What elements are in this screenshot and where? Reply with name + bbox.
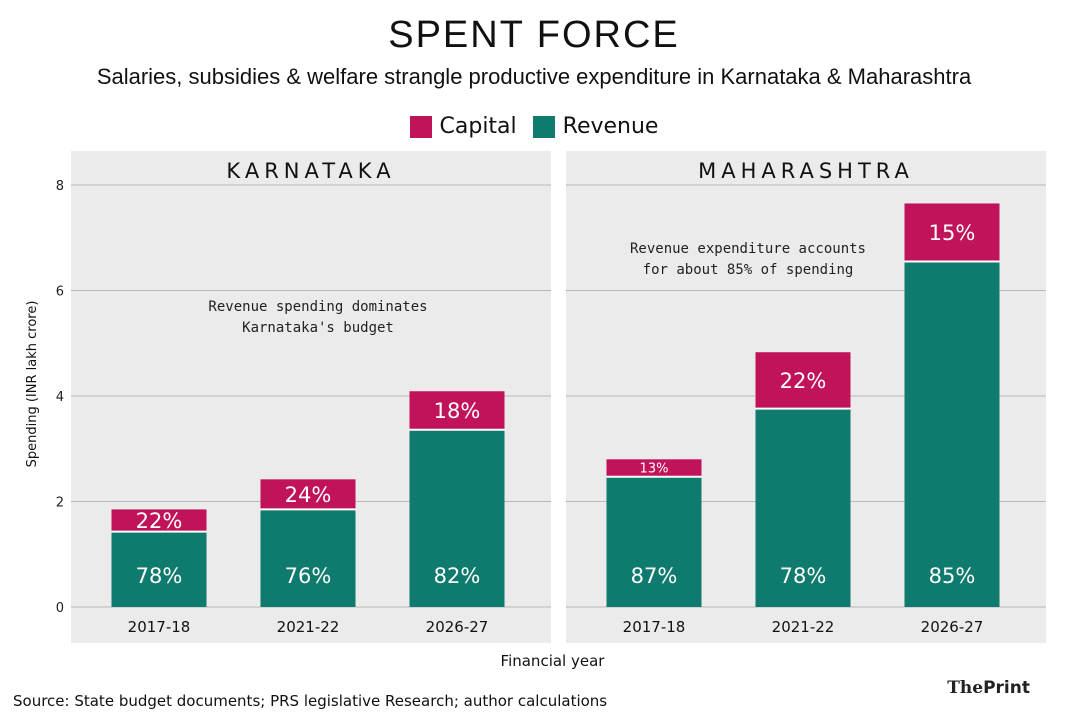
- x-axis-label: Financial year: [500, 652, 605, 670]
- annotation-karnataka: Karnataka's budget: [242, 320, 394, 336]
- bar-label-capital: 24%: [285, 483, 332, 507]
- annotation-karnataka: Revenue spending dominates: [208, 299, 427, 315]
- bar-capital: [409, 391, 505, 430]
- bar-label-revenue: 78%: [136, 564, 183, 588]
- bar-label-revenue: 78%: [780, 564, 827, 588]
- legend-swatch-revenue: [532, 115, 555, 138]
- brand-part-2: Print: [983, 678, 1030, 698]
- bar-revenue: [111, 531, 207, 607]
- bar-capital: [260, 479, 356, 510]
- chart-title: SPENT FORCE: [388, 14, 680, 56]
- bar-label-capital: 18%: [434, 399, 481, 423]
- source-note: Source: State budget documents; PRS legi…: [13, 692, 608, 710]
- panel-title-maharashtra: MAHARASHTRA: [698, 159, 914, 183]
- bar-label-revenue: 87%: [631, 564, 678, 588]
- legend-label-capital: Capital: [439, 114, 517, 139]
- bar-revenue: [409, 429, 505, 607]
- x-tick-label: 2017-18: [128, 618, 191, 636]
- brand-logo: ThePrint: [947, 678, 1030, 698]
- x-tick-label: 2021-22: [772, 618, 835, 636]
- bar-capital: [111, 509, 207, 532]
- x-tick-label: 2021-22: [277, 618, 340, 636]
- bar-capital: [755, 352, 851, 409]
- x-tick-label: 2026-27: [921, 618, 984, 636]
- y-tick-label: 4: [56, 390, 64, 405]
- bar-capital: [606, 459, 702, 477]
- legend-label-revenue: Revenue: [562, 114, 659, 139]
- bar-revenue: [904, 261, 1000, 607]
- legend-item-revenue: Revenue: [532, 114, 659, 139]
- annotation-maharashtra: Revenue expenditure accounts: [630, 241, 866, 257]
- chart-subtitle: Salaries, subsidies & welfare strangle p…: [96, 64, 972, 89]
- bar-label-revenue: 85%: [929, 564, 976, 588]
- bar-label-capital: 13%: [640, 462, 669, 477]
- legend-item-capital: Capital: [409, 114, 517, 139]
- bar-label-revenue: 76%: [285, 564, 332, 588]
- bar-label-revenue: 82%: [434, 564, 481, 588]
- bar-capital: [904, 203, 1000, 262]
- y-tick-label: 0: [56, 601, 64, 616]
- legend: Capital Revenue: [0, 114, 1068, 139]
- bar-revenue: [755, 408, 851, 607]
- annotation-maharashtra: for about 85% of spending: [643, 262, 854, 278]
- brand-part-1: The: [947, 678, 984, 698]
- bar-label-capital: 22%: [136, 509, 183, 533]
- bar-label-capital: 22%: [780, 369, 827, 393]
- y-tick-label: 8: [56, 179, 64, 194]
- bar-label-capital: 15%: [929, 221, 976, 245]
- legend-swatch-capital: [409, 115, 432, 138]
- x-tick-label: 2026-27: [426, 618, 489, 636]
- x-tick-label: 2017-18: [623, 618, 686, 636]
- y-tick-label: 6: [56, 285, 64, 300]
- y-axis-label: Spending (INR lakh crore): [25, 301, 40, 468]
- bar-revenue: [606, 476, 702, 607]
- y-tick-label: 2: [56, 496, 64, 511]
- bar-revenue: [260, 509, 356, 607]
- panel-title-karnataka: KARNATAKA: [226, 159, 395, 183]
